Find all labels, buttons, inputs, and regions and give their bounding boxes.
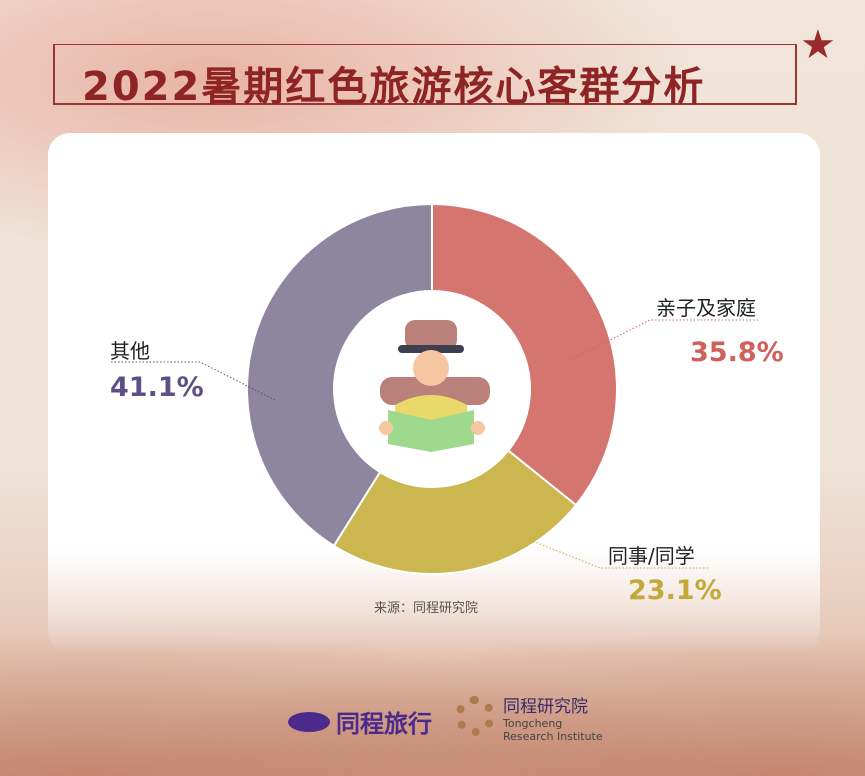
data-label-2: 41.1%: [110, 372, 204, 403]
donut-slice-1: [332, 449, 578, 575]
page-title: 2022暑期红色旅游核心客群分析: [82, 64, 706, 110]
leader-line-1: [529, 539, 710, 569]
brand2-en2: Research Institute: [503, 730, 603, 743]
brand2-en1: Tongcheng: [503, 717, 563, 730]
leader-line-2: [110, 361, 276, 401]
research-institute-emblem-icon: [455, 696, 495, 736]
data-label-0: 35.8%: [690, 337, 784, 368]
title-frame: [53, 44, 797, 105]
star-icon: ★: [800, 22, 836, 68]
label-category-0: 亲子及家庭: [656, 296, 756, 320]
data-label-1: 23.1%: [628, 575, 722, 606]
donut-slice-0: [431, 202, 618, 507]
tongcheng-mascot-icon: [288, 711, 330, 732]
label-category-1: 同事/同学: [608, 544, 695, 568]
tongcheng-travel-logo: 同程旅行: [288, 704, 432, 739]
source-note: 来源：同程研究院: [374, 601, 479, 616]
brand1-text: 同程旅行: [336, 710, 432, 738]
research-institute-logo: 同程研究院 Tongcheng Research Institute: [455, 692, 603, 743]
brand2-cn: 同程研究院: [503, 697, 588, 717]
donut-slice-2: [246, 202, 433, 548]
label-category-2: 其他: [110, 339, 150, 363]
traveler-with-map-icon: [379, 320, 490, 452]
